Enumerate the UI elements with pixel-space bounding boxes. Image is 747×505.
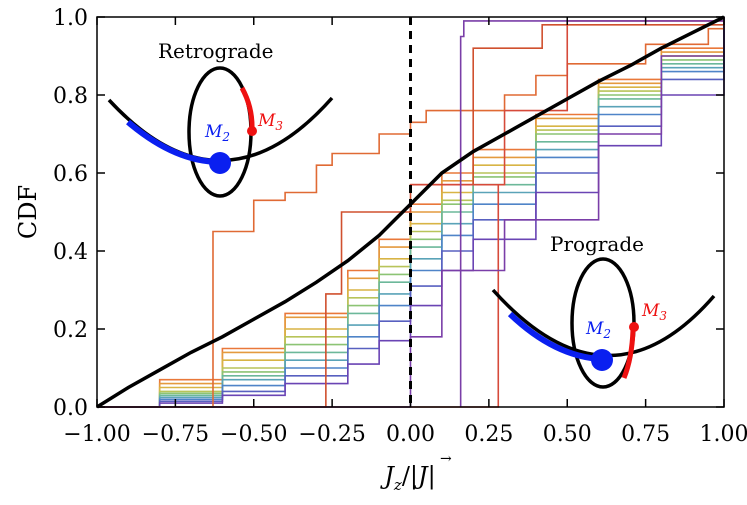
retrograde-m2-body: [209, 152, 231, 174]
x-tick-label-4: 0.00: [386, 422, 435, 447]
y-tick-label-4: 0.8: [53, 84, 88, 109]
x-tick-label-3: −0.25: [298, 422, 365, 447]
y-tick-label-0: 0.0: [53, 396, 88, 421]
prograde-outer-orbit: [491, 288, 716, 358]
y-tick-label-1: 0.2: [53, 318, 88, 343]
retrograde-inset: Retrograde M2 M3: [107, 39, 334, 198]
prograde-m3-arc: [621, 329, 636, 379]
prograde-m2-label: M2: [585, 319, 611, 341]
reference-cdf-curve: [96, 15, 725, 409]
prograde-label: Prograde: [550, 232, 644, 256]
x-tick-label-5: 0.25: [464, 422, 513, 447]
y-tick-label-5: 1.0: [53, 6, 88, 31]
retrograde-m2-label: M2: [204, 122, 230, 144]
retrograde-label: Retrograde: [158, 39, 273, 63]
y-tick-label-2: 0.4: [53, 240, 88, 265]
x-tick-label-7: 0.75: [621, 422, 670, 447]
retrograde-m3-label: M3: [257, 111, 283, 133]
x-tick-label-1: −0.75: [142, 422, 209, 447]
y-tick-label-3: 0.6: [53, 162, 88, 187]
prograde-m3-body: [629, 322, 639, 332]
prograde-m3-label: M3: [641, 301, 667, 323]
x-tick-label-0: −1.00: [63, 422, 130, 447]
retrograde-m3-arc: [239, 86, 255, 132]
retrograde-m3-body: [247, 126, 257, 136]
series-line-3: [97, 17, 725, 408]
x-axis-label: Jz/|J|: [379, 462, 435, 494]
series-line-15: [97, 17, 725, 408]
series-line-13: [97, 20, 724, 408]
series-line-5: [97, 17, 725, 408]
series-line-14: [459, 17, 725, 407]
x-tick-label-2: −0.50: [220, 422, 287, 447]
x-tick-label-8: 1.00: [700, 422, 747, 447]
y-axis-label: CDF: [14, 185, 42, 239]
x-label-vector-arrow: →: [440, 451, 452, 467]
axes-layer: −1.00 −0.75 −0.50 −0.25 0.00 0.25 0.50 0.75 1.00…: [53, 6, 747, 447]
prograde-inset: Prograde M2 M3: [491, 232, 716, 389]
prograde-m2-body: [591, 349, 613, 371]
x-tick-label-6: 0.50: [543, 422, 592, 447]
series-line-11: [97, 17, 725, 408]
